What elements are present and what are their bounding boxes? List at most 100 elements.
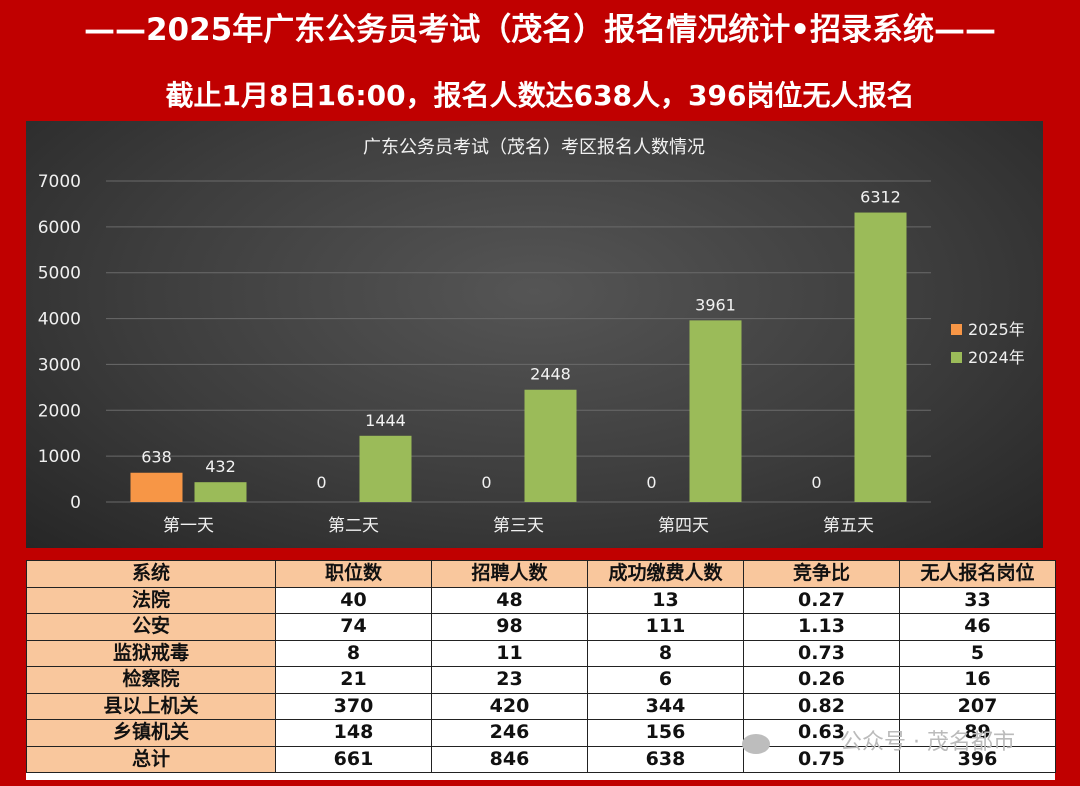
table-cell: 846 [431, 745, 588, 773]
page-subtitle: 截止1月8日16:00，报名人数达638人，396岗位无人报名 [165, 79, 915, 112]
bar [689, 320, 742, 502]
table-cell: 638 [587, 745, 744, 773]
y-axis: 0 1000 2000 3000 4000 5000 6000 7000 [38, 172, 81, 513]
wechat-icon [742, 734, 770, 754]
x-tick-label: 第二天 [328, 516, 379, 536]
table-cell: 74 [275, 613, 432, 641]
table-cell: 40 [275, 586, 432, 614]
table-cell: 23 [431, 666, 588, 694]
chart-legend: 2025年 2024年 [951, 320, 1025, 367]
table-cell: 0.27 [743, 586, 900, 614]
legend-swatch [951, 352, 962, 363]
data-label: 0 [811, 473, 821, 492]
y-tick-label: 6000 [38, 218, 81, 238]
data-label: 3961 [695, 295, 736, 314]
y-tick-label: 7000 [38, 172, 81, 192]
table-header-cell: 招聘人数 [431, 560, 588, 588]
table-header-cell: 无人报名岗位 [899, 560, 1056, 588]
table-cell: 246 [431, 719, 588, 747]
chart-grid [106, 180, 931, 503]
table-header-cell: 职位数 [275, 560, 432, 588]
chart-title: 广东公务员考试（茂名）考区报名人数情况 [363, 137, 705, 158]
table-row: 法院 40 48 13 0.27 33 [26, 586, 1056, 614]
table-cell: 6 [587, 666, 744, 694]
legend-swatch [951, 324, 962, 335]
table-cell: 156 [587, 719, 744, 747]
table-header-cell: 系统 [26, 560, 276, 588]
data-label: 638 [141, 448, 172, 467]
table-cell: 98 [431, 613, 588, 641]
table-cell: 21 [275, 666, 432, 694]
table-header-cell: 成功缴费人数 [587, 560, 744, 588]
y-tick-label: 2000 [38, 401, 81, 421]
table-row-label: 检察院 [26, 666, 276, 694]
table-cell: 0.73 [743, 639, 900, 667]
table-row: 总计 661 846 638 0.75 396 [26, 745, 1056, 773]
table-cell: 0.82 [743, 692, 900, 720]
chart-bars: 638 432 0 1444 0 2448 0 3961 0 6312 [130, 188, 907, 502]
data-label: 0 [316, 473, 326, 492]
table-row-label: 公安 [26, 613, 276, 641]
bar [130, 472, 183, 502]
table-cell: 48 [431, 586, 588, 614]
data-label: 2448 [530, 365, 571, 384]
table-cell: 661 [275, 745, 432, 773]
watermark-text: 公众号 · 茂名都市 [840, 730, 1015, 755]
x-tick-label: 第三天 [493, 516, 544, 536]
table-row: 检察院 21 23 6 0.26 16 [26, 666, 1056, 694]
table-cell: 0.75 [743, 745, 900, 773]
page-title: ——2025年广东公务员考试（茂名）报名情况统计•招录系统—— [83, 12, 997, 48]
y-tick-label: 1000 [38, 447, 81, 467]
bar [524, 389, 577, 502]
table-cell: 8 [587, 639, 744, 667]
data-label: 1444 [365, 411, 406, 430]
bar-chart: 广东公务员考试（茂名）考区报名人数情况 0 1000 2000 3000 4000 500… [38, 137, 1025, 536]
data-label: 0 [646, 473, 656, 492]
bar [854, 212, 907, 502]
table-cell: 16 [899, 666, 1056, 694]
table-cell: 5 [899, 639, 1056, 667]
table-row-label: 乡镇机关 [26, 719, 276, 747]
y-tick-label: 4000 [38, 310, 81, 330]
table-body: 法院 40 48 13 0.27 33 公安 74 98 111 1.13 46 监狱戒毒 8 11 8 0.7… [26, 586, 1056, 773]
table-row-label: 总计 [26, 745, 276, 773]
table-cell: 8 [275, 639, 432, 667]
data-label: 6312 [860, 188, 901, 207]
x-tick-label: 第四天 [658, 516, 709, 536]
table-cell: 420 [431, 692, 588, 720]
y-tick-label: 5000 [38, 264, 81, 284]
table-row: 县以上机关 370 420 344 0.82 207 [26, 692, 1056, 720]
table-row: 公安 74 98 111 1.13 46 [26, 613, 1056, 641]
table-cell: 0.26 [743, 666, 900, 694]
stats-table: 系统 职位数 招聘人数 成功缴费人数 竞争比 无人报名岗位 法院 40 48 13 0.27 33 公… [26, 560, 1056, 773]
table-header-row: 系统 职位数 招聘人数 成功缴费人数 竞争比 无人报名岗位 [26, 560, 1056, 588]
legend-label: 2024年 [968, 348, 1025, 367]
table-cell: 344 [587, 692, 744, 720]
table-cell: 111 [587, 613, 744, 641]
table-row-label: 县以上机关 [26, 692, 276, 720]
bar [194, 482, 247, 502]
x-tick-label: 第一天 [163, 516, 214, 536]
table-cell: 396 [899, 745, 1056, 773]
y-tick-label: 3000 [38, 355, 81, 375]
y-tick-label: 0 [70, 493, 81, 513]
table-row-label: 监狱戒毒 [26, 639, 276, 667]
table-row-label: 法院 [26, 586, 276, 614]
table-header-cell: 竞争比 [743, 560, 900, 588]
table-cell: 13 [587, 586, 744, 614]
chart-panel: 广东公务员考试（茂名）考区报名人数情况 0 1000 2000 3000 4000 500… [26, 121, 1043, 548]
bar [359, 435, 412, 502]
table-cell: 1.13 [743, 613, 900, 641]
stats-table-container: 系统 职位数 招聘人数 成功缴费人数 竞争比 无人报名岗位 法院 40 48 13 0.27 33 公… [26, 560, 1056, 780]
table-cell: 370 [275, 692, 432, 720]
x-axis: 第一天 第二天 第三天 第四天 第五天 [163, 516, 874, 536]
legend-label: 2025年 [968, 320, 1025, 339]
table-cell: 46 [899, 613, 1056, 641]
table-cell: 11 [431, 639, 588, 667]
table-cell: 148 [275, 719, 432, 747]
table-row: 监狱戒毒 8 11 8 0.73 5 [26, 639, 1056, 667]
data-label: 0 [481, 473, 491, 492]
table-cell: 207 [899, 692, 1056, 720]
x-tick-label: 第五天 [823, 516, 874, 536]
